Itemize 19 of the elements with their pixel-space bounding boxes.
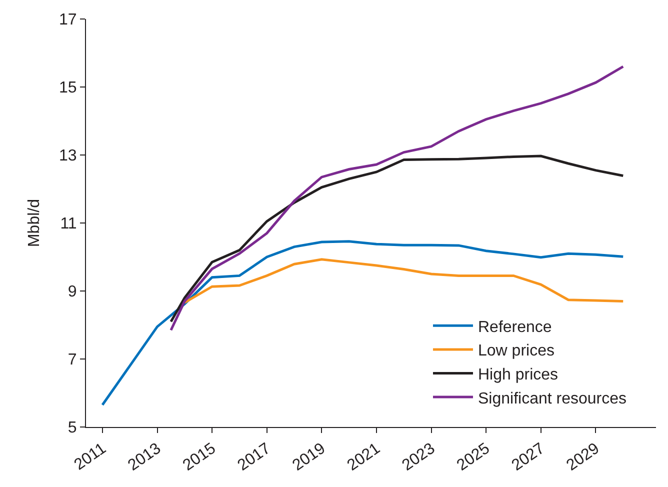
y-tick-label: 5 bbox=[68, 420, 77, 437]
x-tick-label: 2021 bbox=[344, 440, 384, 474]
legend-label: Reference bbox=[478, 318, 552, 336]
x-tick-label: 2011 bbox=[71, 440, 110, 474]
legend-label: Significant resources bbox=[478, 390, 627, 408]
y-tick-label: 15 bbox=[59, 80, 77, 97]
line-series bbox=[170, 65, 624, 332]
y-tick-label: 11 bbox=[60, 216, 77, 233]
y-tick-label: 13 bbox=[59, 148, 77, 165]
y-tick-label: 9 bbox=[68, 284, 77, 301]
line-series bbox=[101, 240, 624, 406]
line-series bbox=[183, 258, 624, 304]
y-axis-title: Mbbl/d bbox=[26, 198, 43, 248]
x-tick-label: 2019 bbox=[290, 440, 329, 474]
y-tick-label: 17 bbox=[59, 12, 77, 29]
legend-label: Low prices bbox=[478, 342, 554, 360]
y-tick-label: 7 bbox=[68, 352, 77, 369]
x-tick-label: 2029 bbox=[564, 440, 603, 474]
legend-label: High prices bbox=[478, 366, 558, 384]
